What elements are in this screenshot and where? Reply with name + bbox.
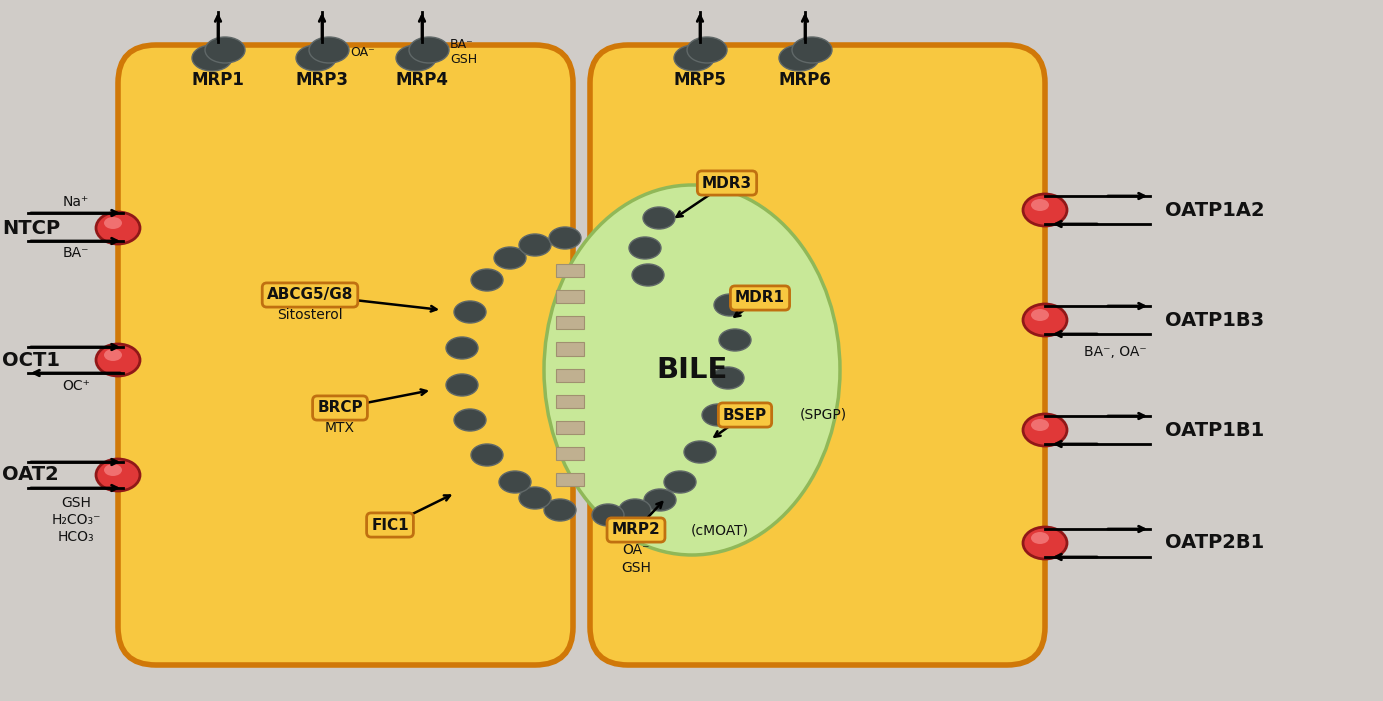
Text: OAT2: OAT2 [1, 465, 58, 484]
Ellipse shape [714, 294, 745, 316]
Text: NTCP: NTCP [1, 219, 59, 238]
Text: OC⁺: OC⁺ [62, 379, 90, 393]
Text: OATP2B1: OATP2B1 [1164, 533, 1264, 552]
Text: BSEP: BSEP [723, 407, 768, 423]
Ellipse shape [1030, 309, 1048, 321]
Text: OATP1B3: OATP1B3 [1164, 311, 1264, 329]
Text: MRP4: MRP4 [396, 71, 448, 89]
Text: MRP3: MRP3 [296, 71, 349, 89]
Ellipse shape [409, 37, 449, 63]
Ellipse shape [104, 349, 122, 361]
Ellipse shape [494, 247, 526, 269]
Text: (SPGP): (SPGP) [799, 408, 848, 422]
Ellipse shape [549, 227, 581, 249]
Ellipse shape [685, 441, 716, 463]
Ellipse shape [719, 329, 751, 351]
Bar [556, 395, 584, 408]
Bar [556, 369, 584, 381]
Text: MRP6: MRP6 [779, 71, 831, 89]
Bar [556, 264, 584, 277]
Ellipse shape [664, 471, 696, 493]
Text: (cMOAT): (cMOAT) [692, 523, 750, 537]
Ellipse shape [1030, 532, 1048, 544]
Text: BA⁻
GSH: BA⁻ GSH [449, 38, 477, 66]
Ellipse shape [472, 269, 503, 291]
Text: ABCG5/G8: ABCG5/G8 [267, 287, 353, 303]
Ellipse shape [445, 374, 479, 396]
Text: BA⁻, OA⁻: BA⁻, OA⁻ [1084, 345, 1147, 359]
Text: MDR3: MDR3 [703, 175, 752, 191]
Text: Sitosterol: Sitosterol [277, 308, 343, 322]
Text: HCO₃: HCO₃ [58, 530, 94, 544]
Bar [556, 290, 584, 304]
Ellipse shape [1030, 419, 1048, 431]
Ellipse shape [519, 234, 550, 256]
Ellipse shape [643, 207, 675, 229]
Bar [556, 343, 584, 355]
Ellipse shape [454, 301, 485, 323]
Text: FIC1: FIC1 [371, 517, 409, 533]
Ellipse shape [792, 37, 833, 63]
Bar [556, 447, 584, 460]
Text: H₂CO₃⁻: H₂CO₃⁻ [51, 513, 101, 527]
Text: OCT1: OCT1 [1, 350, 59, 369]
Ellipse shape [95, 459, 140, 491]
Ellipse shape [632, 264, 664, 286]
Bar [556, 473, 584, 486]
Ellipse shape [192, 45, 232, 71]
Text: MTX: MTX [325, 421, 355, 435]
Bar [556, 421, 584, 434]
Text: BILE: BILE [657, 356, 727, 384]
Text: MDR1: MDR1 [734, 290, 786, 306]
Ellipse shape [1023, 414, 1068, 446]
Ellipse shape [1030, 199, 1048, 211]
Ellipse shape [396, 45, 436, 71]
Text: BRCP: BRCP [317, 400, 362, 416]
Ellipse shape [454, 409, 485, 431]
Text: MRP2: MRP2 [611, 522, 660, 538]
Ellipse shape [308, 37, 349, 63]
Ellipse shape [104, 464, 122, 476]
Text: Na⁺: Na⁺ [62, 195, 89, 209]
Ellipse shape [296, 45, 336, 71]
Ellipse shape [592, 504, 624, 526]
Ellipse shape [703, 404, 734, 426]
Ellipse shape [629, 237, 661, 259]
FancyBboxPatch shape [591, 45, 1046, 665]
Ellipse shape [1023, 304, 1068, 336]
Ellipse shape [644, 489, 676, 511]
Text: MRP1: MRP1 [192, 71, 245, 89]
Text: OA⁻: OA⁻ [622, 543, 650, 557]
Ellipse shape [1023, 527, 1068, 559]
Ellipse shape [1023, 194, 1068, 226]
Ellipse shape [519, 487, 550, 509]
Text: GSH: GSH [621, 561, 651, 575]
Bar [556, 316, 584, 329]
FancyBboxPatch shape [118, 45, 573, 665]
Ellipse shape [205, 37, 245, 63]
Ellipse shape [620, 499, 651, 521]
Ellipse shape [499, 471, 531, 493]
Text: MRP5: MRP5 [674, 71, 726, 89]
Ellipse shape [674, 45, 714, 71]
Ellipse shape [687, 37, 727, 63]
Ellipse shape [779, 45, 819, 71]
Text: GSH: GSH [61, 496, 91, 510]
Text: OA⁻: OA⁻ [350, 46, 375, 58]
Ellipse shape [104, 217, 122, 229]
Ellipse shape [544, 185, 839, 555]
Ellipse shape [472, 444, 503, 466]
Ellipse shape [544, 499, 575, 521]
Text: OATP1A2: OATP1A2 [1164, 200, 1264, 219]
Text: OATP1B1: OATP1B1 [1164, 421, 1264, 440]
Ellipse shape [95, 212, 140, 244]
Ellipse shape [95, 344, 140, 376]
Ellipse shape [445, 337, 479, 359]
Text: BA⁻: BA⁻ [62, 246, 90, 260]
Ellipse shape [712, 367, 744, 389]
